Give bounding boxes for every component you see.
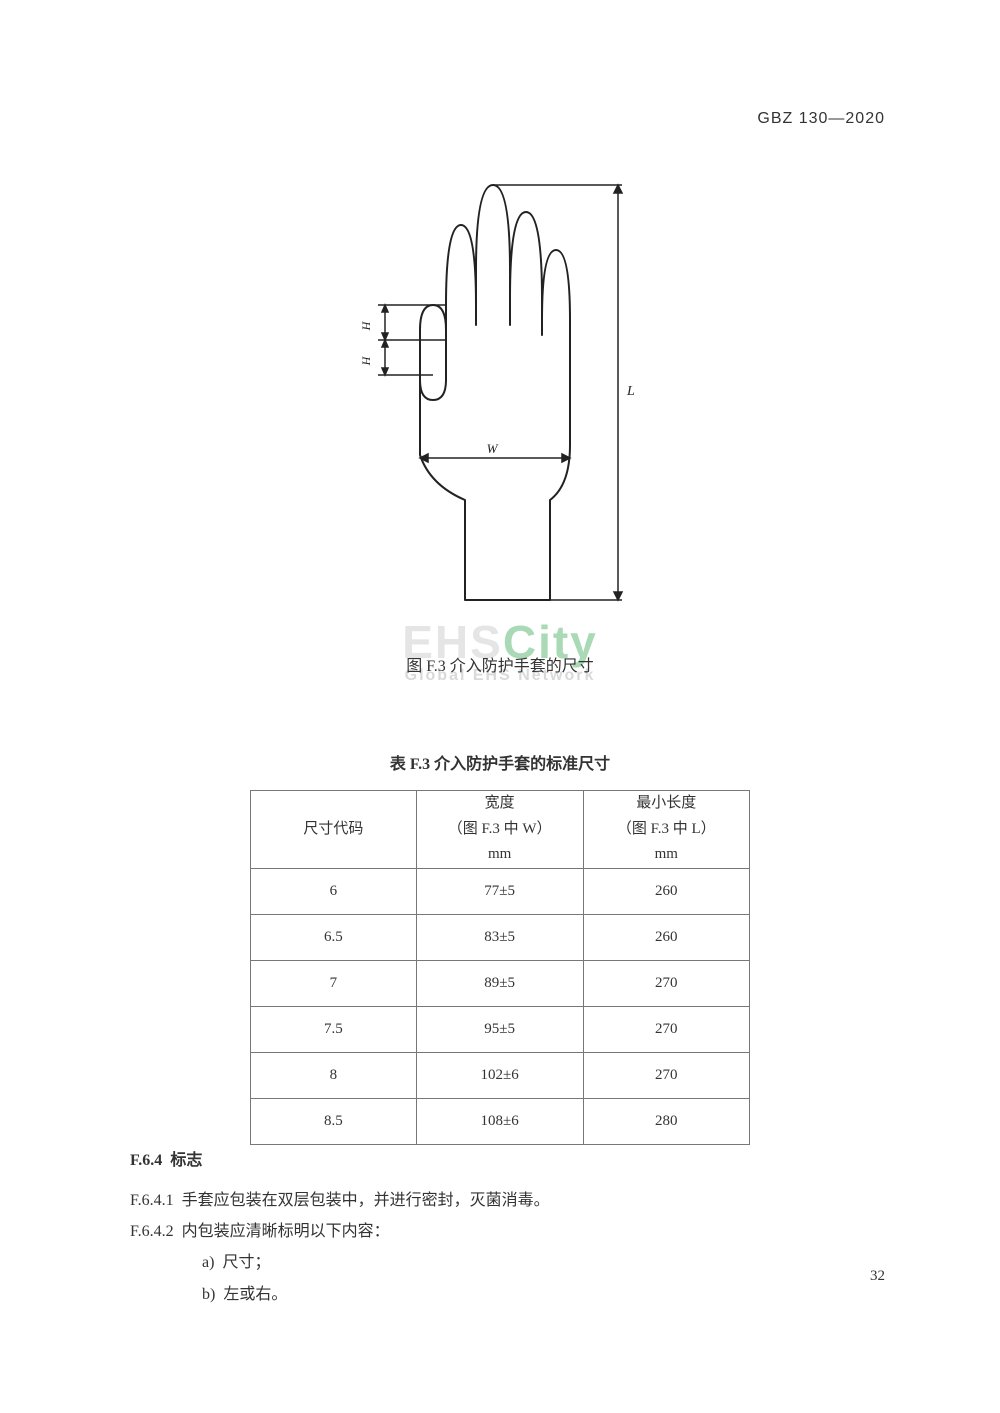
figure-caption: 图 F.3 介入防护手套的尺寸 bbox=[0, 652, 1000, 676]
table-row: 8 102±6 270 bbox=[251, 1052, 750, 1098]
list-marker: b) bbox=[202, 1286, 215, 1303]
table-header-row: 尺寸代码 宽度 （图 F.3 中 W） mm 最小长度 （图 F.3 中 L） … bbox=[251, 791, 750, 869]
glove-outline bbox=[420, 185, 570, 600]
list-item-b: b) 左或右。 bbox=[130, 1279, 885, 1310]
cell-length: 280 bbox=[583, 1098, 749, 1144]
document-code: GBZ 130—2020 bbox=[757, 110, 885, 128]
dim-w-label: W bbox=[487, 441, 499, 456]
list-item-a: a) 尺寸； bbox=[130, 1247, 885, 1278]
page: GBZ 130—2020 EHSCity Global EHS Network bbox=[0, 0, 1000, 1413]
table-row: 6 77±5 260 bbox=[251, 868, 750, 914]
cell-width: 89±5 bbox=[416, 960, 583, 1006]
p2-number: F.6.4.2 bbox=[130, 1223, 174, 1240]
paragraph-2: F.6.4.2 内包装应清晰标明以下内容： bbox=[130, 1216, 885, 1247]
cell-width: 77±5 bbox=[416, 868, 583, 914]
cell-size: 8.5 bbox=[251, 1098, 417, 1144]
cell-width: 95±5 bbox=[416, 1006, 583, 1052]
cell-size: 6.5 bbox=[251, 914, 417, 960]
heading-text: 标志 bbox=[170, 1152, 202, 1169]
list-text: 尺寸； bbox=[222, 1254, 270, 1271]
th-size-code: 尺寸代码 bbox=[251, 791, 417, 869]
list-text: 左或右。 bbox=[223, 1286, 287, 1303]
cell-size: 7.5 bbox=[251, 1006, 417, 1052]
p1-number: F.6.4.1 bbox=[130, 1192, 174, 1209]
dim-h1-label: H bbox=[359, 320, 373, 331]
paragraph-block: F.6.4.1 手套应包装在双层包装中，并进行密封，灭菌消毒。 F.6.4.2 … bbox=[130, 1185, 885, 1310]
cell-length: 260 bbox=[583, 914, 749, 960]
section-heading: F.6.4 标志 bbox=[130, 1145, 885, 1176]
th-min-length: 最小长度 （图 F.3 中 L） mm bbox=[583, 791, 749, 869]
table-row: 8.5 108±6 280 bbox=[251, 1098, 750, 1144]
cell-size: 8 bbox=[251, 1052, 417, 1098]
dim-l-label: L bbox=[626, 384, 635, 399]
glove-diagram-svg: W L H H bbox=[330, 170, 670, 630]
figure-glove: W L H H bbox=[0, 170, 1000, 635]
cell-size: 7 bbox=[251, 960, 417, 1006]
cell-length: 270 bbox=[583, 1052, 749, 1098]
glove-size-table: 尺寸代码 宽度 （图 F.3 中 W） mm 最小长度 （图 F.3 中 L） … bbox=[250, 790, 750, 1145]
p1-text: 手套应包装在双层包装中，并进行密封，灭菌消毒。 bbox=[182, 1192, 550, 1209]
cell-width: 108±6 bbox=[416, 1098, 583, 1144]
cell-width: 83±5 bbox=[416, 914, 583, 960]
paragraph-1: F.6.4.1 手套应包装在双层包装中，并进行密封，灭菌消毒。 bbox=[130, 1185, 885, 1216]
cell-length: 270 bbox=[583, 960, 749, 1006]
table-row: 6.5 83±5 260 bbox=[251, 914, 750, 960]
dim-h2-label: H bbox=[359, 355, 373, 366]
table-row: 7.5 95±5 270 bbox=[251, 1006, 750, 1052]
cell-length: 260 bbox=[583, 868, 749, 914]
p2-text: 内包装应清晰标明以下内容： bbox=[182, 1223, 390, 1240]
th-width: 宽度 （图 F.3 中 W） mm bbox=[416, 791, 583, 869]
list-marker: a) bbox=[202, 1254, 214, 1271]
cell-size: 6 bbox=[251, 868, 417, 914]
heading-number: F.6.4 bbox=[130, 1152, 162, 1169]
table-row: 7 89±5 270 bbox=[251, 960, 750, 1006]
cell-width: 102±6 bbox=[416, 1052, 583, 1098]
page-number: 32 bbox=[870, 1268, 885, 1285]
cell-length: 270 bbox=[583, 1006, 749, 1052]
table-caption: 表 F.3 介入防护手套的标准尺寸 bbox=[0, 750, 1000, 774]
